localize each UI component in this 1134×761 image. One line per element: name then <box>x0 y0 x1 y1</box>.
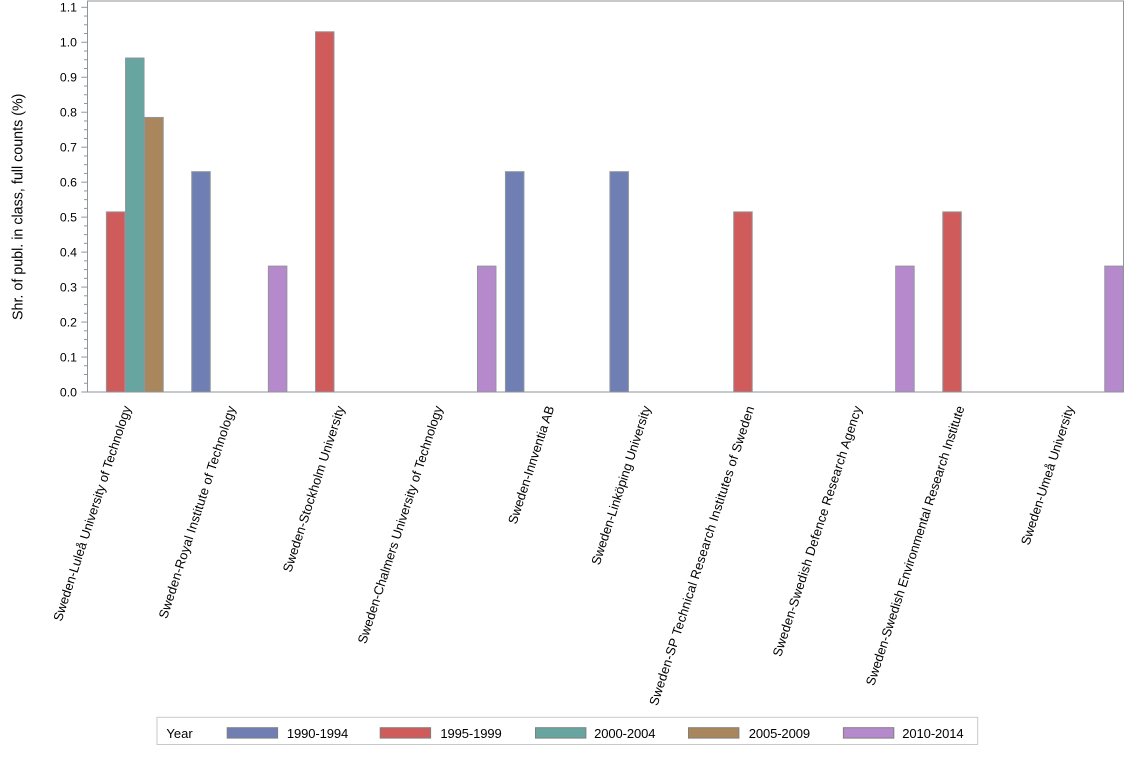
svg-text:0.6: 0.6 <box>60 176 77 190</box>
svg-text:0.3: 0.3 <box>60 280 77 294</box>
svg-text:0.9: 0.9 <box>60 71 77 85</box>
svg-text:1.0: 1.0 <box>60 36 77 50</box>
svg-text:1995-1999: 1995-1999 <box>440 726 501 741</box>
svg-text:2005-2009: 2005-2009 <box>749 726 810 741</box>
svg-text:0.2: 0.2 <box>60 315 77 329</box>
svg-text:0.4: 0.4 <box>60 246 77 260</box>
svg-text:0.5: 0.5 <box>60 211 77 225</box>
svg-text:Shr. of publ. in class, full c: Shr. of publ. in class, full counts (%) <box>11 94 27 320</box>
svg-text:1990-1994: 1990-1994 <box>287 726 348 741</box>
svg-text:2010-2014: 2010-2014 <box>902 726 963 741</box>
svg-text:0.1: 0.1 <box>60 350 77 364</box>
svg-text:Year: Year <box>166 726 193 741</box>
svg-text:1.1: 1.1 <box>60 1 77 15</box>
svg-text:0.0: 0.0 <box>60 385 77 399</box>
svg-text:0.8: 0.8 <box>60 106 77 120</box>
svg-text:0.7: 0.7 <box>60 141 77 155</box>
svg-text:2000-2004: 2000-2004 <box>594 726 655 741</box>
